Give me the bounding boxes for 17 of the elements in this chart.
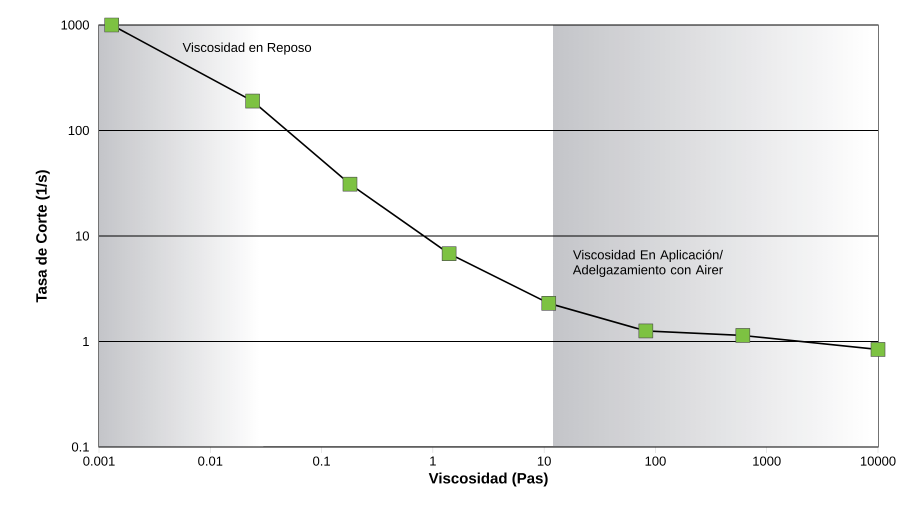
band-label: Viscosidad En Aplicación/ Adelgazamiento con Airer — [572, 250, 723, 278]
x-tick-label: 10000 — [860, 456, 896, 466]
y-tick-label: 0.1 — [72, 442, 89, 452]
y-tick-label: 10 — [76, 231, 89, 241]
x-tick-label: 0.001 — [83, 456, 115, 466]
band-label: Viscosidad en Reposo — [182, 42, 312, 55]
x-tick-label: 100 — [646, 456, 666, 466]
y-tick-label: 1 — [83, 337, 89, 346]
x-tick-label: 1000 — [753, 456, 781, 466]
y-tick-label: 1000 — [62, 20, 89, 30]
y-tick-label: 100 — [68, 126, 89, 136]
y-axis-title: Tasa de Corte (1/s) — [36, 170, 50, 302]
x-tick-label: 10 — [538, 456, 551, 466]
x-tick-label: 0.01 — [198, 456, 222, 466]
x-tick-label: 1 — [430, 456, 436, 466]
x-tick-label: 0.1 — [313, 456, 330, 466]
x-axis-title: Viscosidad (Pas) — [428, 472, 548, 487]
